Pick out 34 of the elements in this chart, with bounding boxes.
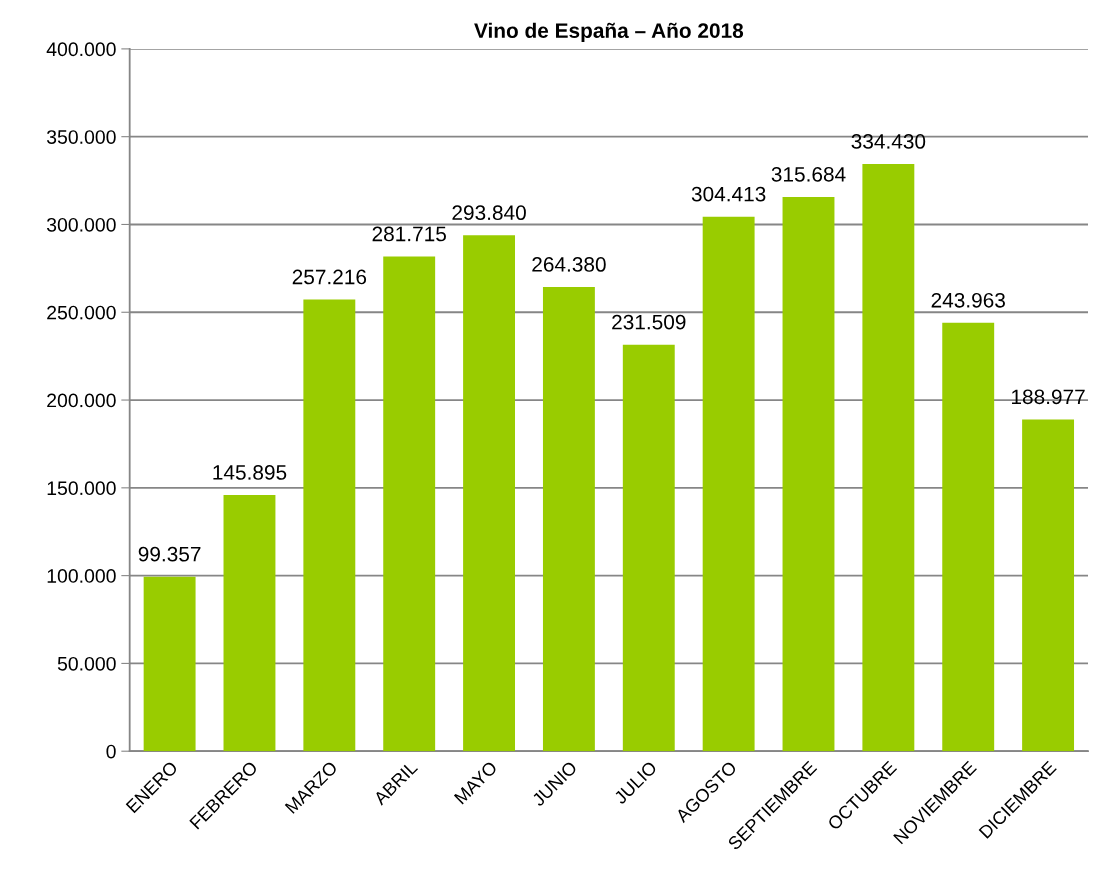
data-label: 264.380 (532, 257, 606, 272)
bar (223, 495, 276, 752)
bar (622, 344, 675, 752)
data-label: 315.684 (771, 166, 846, 182)
y-tick-label: 150.000 (47, 481, 116, 496)
bar (1022, 419, 1075, 752)
data-label: 99.357 (138, 546, 201, 562)
y-tick-label: 50.000 (57, 656, 116, 671)
data-label: 243.963 (931, 292, 1005, 308)
y-tick-label: 250.000 (47, 305, 116, 320)
data-label: 281.715 (372, 226, 446, 242)
data-label: 304.413 (691, 186, 766, 202)
data-label: 145.895 (213, 465, 287, 480)
bar (542, 287, 595, 752)
bar (942, 322, 995, 752)
bar (143, 576, 196, 752)
data-label: 293.840 (452, 205, 526, 221)
bar (862, 164, 915, 752)
y-tick-label: 0 (106, 744, 116, 759)
bar (383, 256, 436, 752)
y-tick-label: 400.000 (46, 42, 116, 57)
data-label: 257.216 (292, 269, 367, 285)
bar (782, 196, 835, 752)
y-tick-label: 300.000 (46, 217, 116, 232)
chart-title: Vino de España – Año 2018 (474, 22, 744, 43)
bar (463, 235, 516, 752)
y-tick-label: 100.000 (47, 569, 116, 583)
data-label: 188.977 (1012, 389, 1085, 405)
data-label: 231.509 (612, 314, 686, 330)
y-tick-label: 350.000 (46, 130, 116, 144)
data-label: 334.430 (851, 134, 926, 149)
bar (303, 299, 356, 752)
bar (702, 216, 755, 752)
y-tick-label: 200.000 (47, 393, 116, 408)
